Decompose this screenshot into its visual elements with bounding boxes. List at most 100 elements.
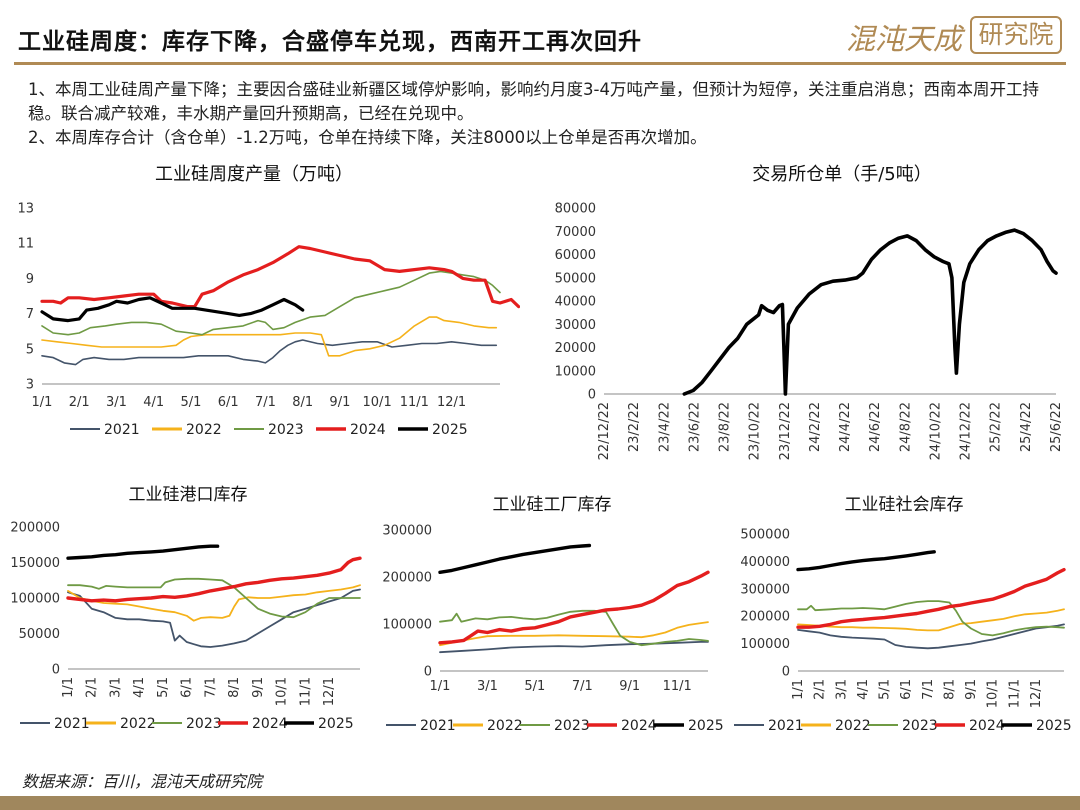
port-chart-title: 工业硅港口库存 (129, 485, 248, 505)
series-line-warrant (682, 228, 1058, 396)
legend-label-2023: 2023 (554, 718, 590, 734)
x-tick-label: 11/1 (298, 677, 313, 706)
y-tick-label: 200000 (10, 521, 60, 536)
x-tick-label: 6/1 (180, 677, 195, 698)
legend-label-2021: 2021 (420, 718, 456, 734)
legend-label-2021: 2021 (768, 718, 804, 734)
x-tick-label: 11/1 (1007, 679, 1022, 708)
legend-label-2023: 2023 (902, 718, 938, 734)
legend-label-2025: 2025 (318, 716, 354, 732)
x-tick-label: 7/1 (203, 677, 218, 698)
legend-label-2025: 2025 (1036, 718, 1072, 734)
series-line-2022 (41, 316, 498, 357)
y-tick-label: 5 (26, 342, 34, 357)
series-line-2025 (66, 544, 220, 560)
x-tick-label: 2/1 (69, 395, 90, 410)
production-chart-title: 工业硅周度产量（万吨） (155, 164, 353, 185)
x-tick-label: 1/1 (32, 395, 53, 410)
y-tick-label: 40000 (555, 295, 596, 310)
y-tick-label: 0 (782, 665, 790, 680)
x-tick-label: 5/1 (156, 677, 171, 698)
x-tick-label: 3/1 (108, 677, 123, 698)
x-tick-label: 9/1 (619, 679, 640, 694)
legend-label-2025: 2025 (688, 718, 724, 734)
y-tick-label: 70000 (555, 225, 596, 240)
production-chart: 工业硅周度产量（万吨） 3 5 7 9 11 13 1/1 2/1 3/1 4/1 5/1 6/1 7/1… (17, 164, 520, 438)
series-line-2021 (41, 339, 498, 366)
x-tick-label: 10/1 (275, 677, 290, 706)
x-tick-label: 23/8/22 (718, 402, 733, 452)
y-tick-label: 50000 (19, 627, 60, 642)
series-line-2025 (40, 296, 305, 323)
series-line-2023 (67, 577, 361, 619)
x-tick-label: 25/6/22 (1049, 402, 1064, 452)
x-tick-label: 23/2/22 (627, 402, 642, 452)
y-tick-label: 500000 (740, 528, 790, 543)
series-line-2025 (438, 543, 592, 574)
x-tick-label: 2/1 (813, 679, 828, 700)
legend-label-2023: 2023 (268, 422, 304, 438)
x-tick-label: 25/4/22 (1019, 402, 1034, 452)
x-tick-label: 10/1 (363, 395, 392, 410)
x-tick-label: 3/1 (834, 679, 849, 700)
legend-label-2022: 2022 (186, 422, 222, 438)
footer-bar (0, 796, 1080, 810)
warrant-chart: 交易所仓单（手/5吨） 0 10000 20000 30000 40000 50000 600… (555, 164, 1064, 460)
x-tick-label: 4/1 (143, 395, 164, 410)
data-source: 数据来源：百川，混沌天成研究院 (22, 772, 263, 791)
series-line-2022 (439, 621, 709, 647)
series-line-2024 (40, 245, 520, 309)
series-line-2024 (66, 556, 362, 603)
factory-chart-title: 工业硅工厂库存 (493, 495, 612, 515)
x-tick-label: 11/1 (400, 395, 429, 410)
series-line-2024 (796, 567, 1066, 629)
x-tick-label: 5/1 (524, 679, 545, 694)
y-tick-label: 0 (588, 388, 596, 403)
legend-label-2024: 2024 (252, 716, 288, 732)
y-tick-label: 100000 (10, 592, 60, 607)
social-chart-title: 工业硅社会库存 (845, 495, 964, 515)
series-line-2023 (41, 270, 501, 336)
x-tick-label: 25/2/22 (989, 402, 1004, 452)
legend-label-2021: 2021 (54, 716, 90, 732)
note-1: 1、本周工业硅周产量下降；主要因合盛硅业新疆区域停炉影响，影响约月度3-4万吨产… (28, 80, 1039, 123)
y-tick-label: 0 (52, 663, 60, 678)
x-tick-label: 24/2/22 (808, 402, 823, 452)
x-tick-label: 23/4/22 (657, 402, 672, 452)
x-tick-label: 23/6/22 (687, 402, 702, 452)
y-tick-label: 150000 (10, 556, 60, 571)
x-tick-label: 10/1 (986, 679, 1001, 708)
y-tick-label: 300000 (740, 582, 790, 597)
x-tick-label: 24/4/22 (838, 402, 853, 452)
y-tick-label: 50000 (555, 271, 596, 286)
x-tick-label: 7/1 (921, 679, 936, 700)
y-tick-label: 100000 (382, 618, 432, 633)
y-tick-label: 11 (17, 237, 34, 252)
x-tick-label: 1/1 (61, 677, 76, 698)
x-tick-label: 6/1 (899, 679, 914, 700)
x-tick-label: 6/1 (218, 395, 239, 410)
logo-text: 混沌天成 (846, 22, 963, 56)
y-tick-label: 400000 (740, 555, 790, 570)
x-tick-label: 22/12/22 (597, 402, 612, 460)
y-tick-label: 100000 (740, 637, 790, 652)
x-tick-label: 3/1 (106, 395, 127, 410)
x-tick-label: 7/1 (255, 395, 276, 410)
y-tick-label: 30000 (555, 318, 596, 333)
x-tick-label: 8/1 (227, 677, 242, 698)
x-tick-label: 8/1 (292, 395, 313, 410)
y-tick-label: 7 (26, 307, 34, 322)
logo-box-text: 研究院 (970, 16, 1062, 54)
x-tick-label: 11/1 (663, 679, 692, 694)
x-tick-label: 12/1 (1029, 679, 1044, 708)
legend-label-2024: 2024 (969, 718, 1005, 734)
legend-label-2022: 2022 (120, 716, 156, 732)
x-tick-label: 9/1 (964, 679, 979, 700)
series-line-2025 (796, 550, 936, 572)
legend-label-2021: 2021 (104, 422, 140, 438)
x-tick-label: 2/1 (85, 677, 100, 698)
x-tick-label: 1/1 (791, 679, 806, 700)
series-line-2021 (797, 623, 1065, 650)
legend-label-2024: 2024 (621, 718, 657, 734)
x-tick-label: 12/1 (437, 395, 466, 410)
